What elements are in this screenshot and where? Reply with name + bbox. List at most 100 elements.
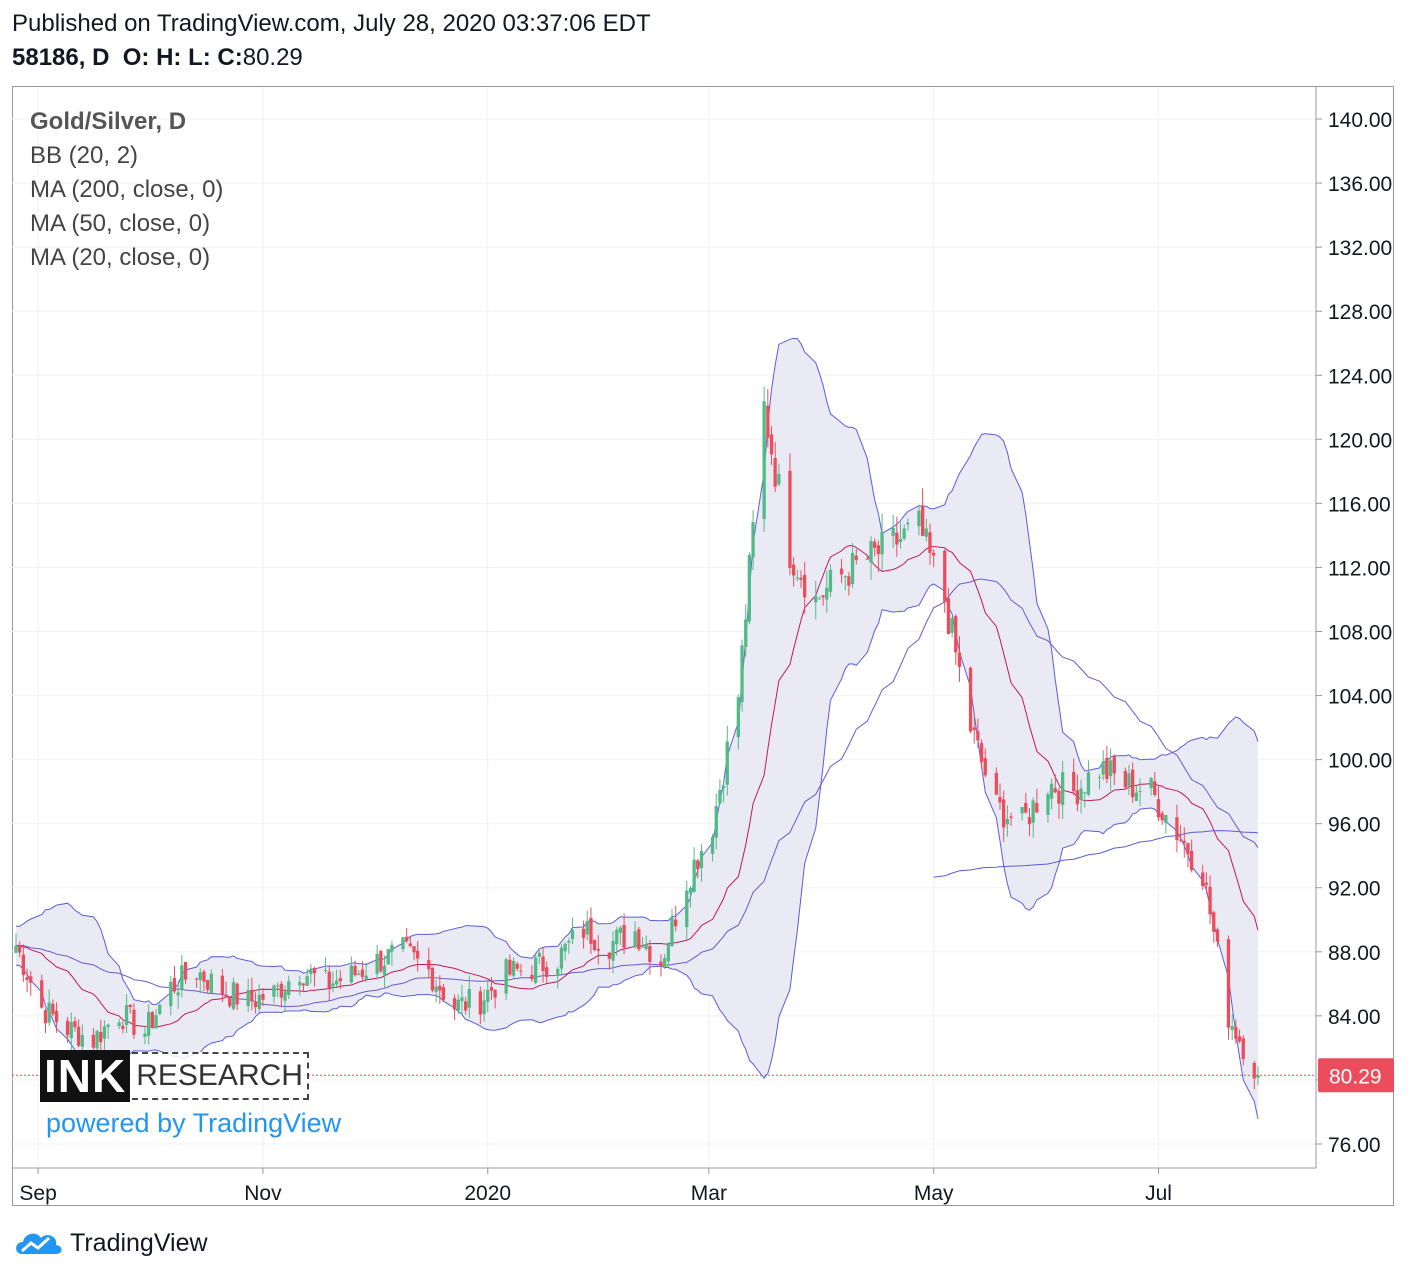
candle-body	[150, 1012, 154, 1029]
candle-body	[1046, 794, 1050, 815]
candle-body	[898, 538, 903, 542]
candle-body	[607, 952, 611, 959]
candle-body	[1072, 772, 1076, 792]
candle-body	[670, 917, 674, 947]
ohlc-labels: O: H: L: C:	[122, 44, 243, 71]
ink-research-logo: INK RESEARCH	[40, 1050, 309, 1102]
bollinger-lower	[15, 583, 1259, 1120]
candle-body	[740, 645, 744, 703]
candle-body	[438, 985, 442, 991]
legend-ma20[interactable]: MA (20, close, 0)	[30, 244, 211, 271]
candle-body	[40, 980, 44, 1008]
price-tick-label: 76.00	[1328, 1134, 1381, 1157]
bollinger-fill	[16, 338, 1258, 1119]
candle-body	[545, 967, 549, 977]
legend-title[interactable]: Gold/Silver, D	[30, 108, 187, 135]
candle-body	[795, 577, 799, 579]
candle-body	[379, 951, 383, 972]
candle-body	[1164, 815, 1168, 823]
price-tick-label: 120.00	[1328, 429, 1392, 452]
candle-body	[1079, 788, 1083, 800]
candle-body	[1204, 882, 1208, 885]
candle-body	[416, 950, 420, 959]
last-price-label: 80.29	[1329, 1065, 1382, 1088]
candle-body	[194, 978, 199, 980]
candle-body	[994, 772, 998, 795]
candle-body	[305, 976, 309, 986]
candle-body	[1230, 1026, 1234, 1030]
candle-body	[128, 1004, 132, 1007]
candle-body	[666, 944, 670, 962]
candle-body	[1208, 886, 1212, 915]
price-tick-label: 140.00	[1328, 109, 1392, 132]
candle-body	[511, 961, 516, 976]
candle-body	[814, 595, 818, 603]
candle-body	[14, 945, 18, 953]
legend-bb[interactable]: BB (20, 2)	[30, 142, 139, 169]
candle-body	[95, 1031, 99, 1049]
candle-body	[1138, 791, 1142, 793]
candle-body	[1156, 799, 1161, 818]
candle-body	[412, 946, 416, 953]
candle-body	[906, 522, 910, 525]
candle-body	[80, 1035, 84, 1047]
candle-body	[615, 929, 619, 945]
candle-body	[692, 859, 696, 892]
candle-body	[828, 569, 833, 592]
candle-body	[1024, 803, 1028, 813]
candle-body	[515, 963, 519, 969]
candle-body	[25, 977, 29, 980]
candle-body	[902, 528, 906, 539]
candle-body	[224, 994, 228, 997]
candle-body	[1075, 790, 1079, 805]
candle-body	[1053, 788, 1057, 793]
legend-ma200[interactable]: MA (200, close, 0)	[30, 176, 224, 203]
published-line: Published on TradingView.com, July 28, 2…	[12, 10, 651, 37]
candle-body	[54, 1010, 59, 1023]
tradingview-wordmark: TradingView	[70, 1228, 208, 1257]
candle-body	[710, 836, 715, 854]
candle-body	[298, 982, 302, 986]
candle-body	[777, 474, 781, 485]
candle-body	[143, 1033, 147, 1037]
candle-body	[825, 587, 829, 600]
candle-body	[434, 986, 438, 992]
legend-ma50[interactable]: MA (50, close, 0)	[30, 210, 211, 237]
candle-body	[773, 458, 777, 487]
candle-body	[276, 985, 280, 987]
candle-body	[1027, 817, 1032, 825]
powered-by-link[interactable]: powered by TradingView	[46, 1108, 342, 1138]
candle-body	[928, 532, 932, 553]
candle-body	[279, 983, 283, 998]
price-tick-label: 128.00	[1328, 301, 1392, 324]
candle-body	[895, 532, 899, 545]
candle-body	[250, 989, 254, 1002]
symbol-label: 58186, D	[12, 44, 110, 71]
candle-body	[766, 405, 770, 438]
candle-body	[685, 890, 689, 928]
candle-body	[699, 850, 704, 869]
candle-body	[1035, 803, 1039, 813]
close-value: 80.29	[242, 44, 303, 71]
candle-body	[821, 595, 825, 598]
price-tick-label: 116.00	[1328, 493, 1391, 516]
candle-body	[206, 980, 210, 990]
candle-body	[1031, 800, 1035, 823]
candle-body	[1215, 929, 1220, 942]
candle-body	[430, 967, 435, 991]
candle-body	[537, 952, 541, 957]
candle-body	[976, 731, 980, 741]
candle-body	[353, 965, 357, 976]
candle-body	[921, 506, 925, 536]
time-tick-label: May	[914, 1182, 954, 1205]
candle-body	[1160, 813, 1164, 821]
candle-body	[659, 961, 663, 966]
candle-body	[1256, 1075, 1260, 1078]
candle-body	[1234, 1026, 1238, 1039]
candle-body	[530, 974, 534, 980]
candle-body	[29, 976, 33, 983]
tradingview-footer-logo[interactable]: TradingView	[12, 1226, 208, 1260]
candle-body	[847, 576, 851, 586]
candle-body	[817, 598, 822, 600]
